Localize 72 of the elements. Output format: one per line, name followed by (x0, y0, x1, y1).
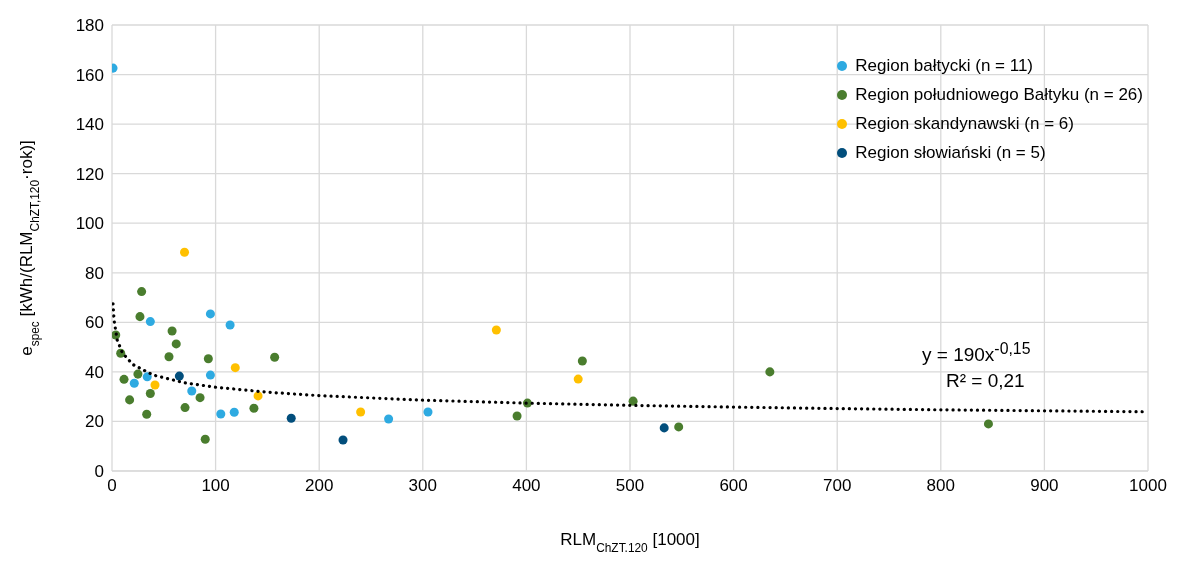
point (205, 370, 215, 380)
point (195, 393, 205, 403)
point (249, 403, 259, 413)
point (171, 339, 181, 349)
point (167, 326, 177, 336)
point (229, 407, 239, 417)
y-tick-label: 60 (85, 313, 104, 333)
point (125, 395, 135, 405)
legend-label: Region bałtycki (n = 11) (855, 55, 1034, 77)
point (142, 409, 152, 419)
point (286, 413, 296, 423)
point (253, 391, 263, 401)
point (270, 352, 280, 362)
point (225, 320, 235, 330)
y-tick-label: 120 (75, 164, 104, 184)
point (674, 422, 684, 432)
x-tick-label: 300 (408, 476, 437, 496)
x-tick-label: 400 (512, 476, 541, 496)
point (129, 378, 139, 388)
point (765, 367, 775, 377)
x-tick-label: 200 (305, 476, 334, 496)
point (145, 388, 155, 398)
point (205, 309, 215, 319)
point (573, 374, 583, 384)
point (150, 380, 160, 390)
point (216, 409, 226, 419)
x-axis-title: RLM$_{ChZT.120}$ [1000] (560, 530, 700, 555)
x-tick-label: 800 (926, 476, 955, 496)
point (423, 407, 433, 417)
point (137, 287, 147, 297)
y-tick-label: 40 (85, 362, 104, 382)
point (983, 419, 993, 429)
point (119, 374, 129, 384)
point (180, 403, 190, 413)
point (577, 356, 587, 366)
point (659, 423, 669, 433)
x-tick-label: 0 (107, 476, 117, 496)
point (180, 247, 190, 257)
point (133, 369, 143, 379)
point (142, 372, 152, 382)
x-tick-label: 600 (719, 476, 748, 496)
point (628, 396, 638, 406)
point (491, 325, 501, 335)
legend-label: Region słowiański (n = 5) (855, 142, 1046, 164)
point (338, 435, 348, 445)
point (356, 407, 366, 417)
x-tick-label: 500 (615, 476, 645, 496)
y-tick-label: 140 (75, 115, 104, 135)
y-tick-label: 100 (75, 214, 104, 234)
x-tick-label: 100 (201, 476, 230, 496)
y-tick-label: 20 (85, 412, 104, 432)
point (135, 312, 145, 322)
annotation: y = 190x$^{-0,15}$ (922, 340, 1031, 367)
point (512, 411, 522, 421)
y-tick-label: 160 (75, 65, 104, 85)
legend-label: Region południowego Bałtyku (n = 26) (855, 84, 1143, 106)
x-tick-label: 1000 (1129, 476, 1167, 496)
point (174, 371, 184, 381)
x-tick-label: 700 (823, 476, 852, 496)
y-tick-label: 0 (94, 462, 104, 482)
annotation: R² = 0,21 (946, 370, 1025, 392)
point (384, 414, 394, 424)
point (164, 352, 174, 362)
point (230, 363, 240, 373)
point (145, 317, 155, 327)
x-tick-label: 900 (1030, 476, 1059, 496)
y-tick-label: 80 (85, 263, 104, 283)
point (203, 354, 213, 364)
y-tick-label: 180 (75, 16, 104, 36)
legend-label: Region skandynawski (n = 6) (855, 113, 1074, 135)
point (200, 434, 210, 444)
point (187, 386, 197, 396)
